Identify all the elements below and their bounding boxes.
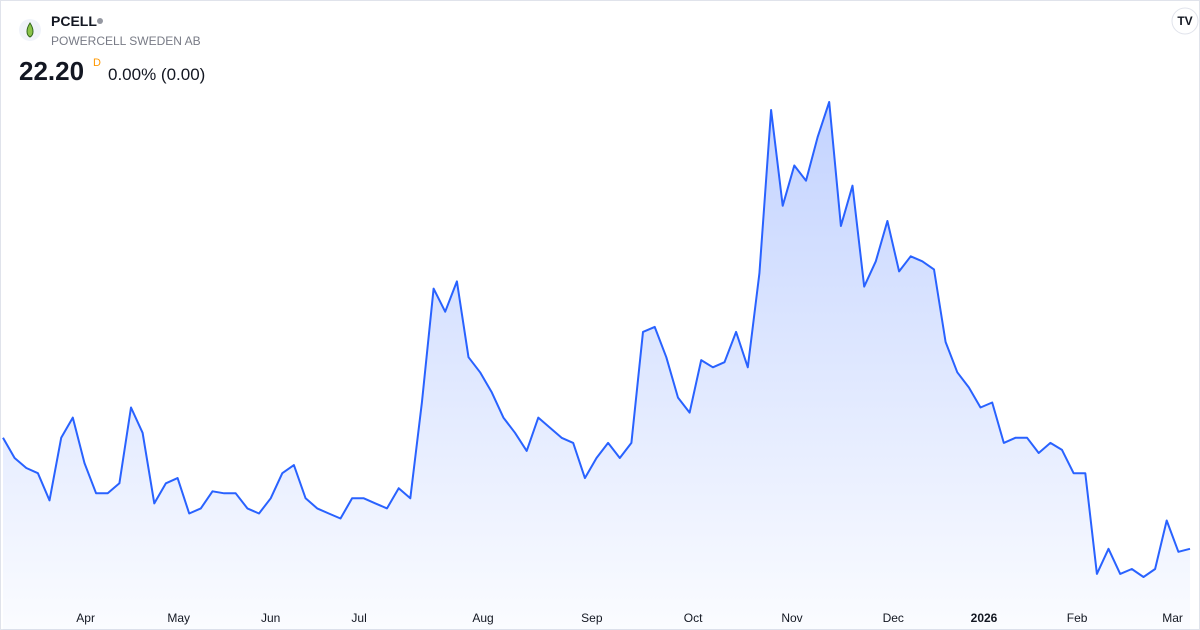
x-tick-label: Dec: [883, 611, 904, 625]
symbol: PCELL: [51, 13, 97, 29]
x-tick-label: Jun: [261, 611, 280, 625]
svg-text:TV: TV: [1177, 14, 1192, 28]
x-tick-label: Oct: [684, 611, 703, 625]
company-name: POWERCELL SWEDEN AB: [51, 34, 201, 48]
tv-logo: TV: [1171, 7, 1199, 35]
x-tick-label: May: [167, 611, 190, 625]
x-tick-label: Jul: [351, 611, 366, 625]
logo-leaf: [26, 22, 34, 38]
price: 22.20: [19, 56, 84, 86]
interval: D: [93, 57, 101, 69]
status-dot: [97, 18, 103, 24]
x-tick-label: Nov: [781, 611, 802, 625]
x-tick-label: Sep: [581, 611, 603, 625]
x-tick-label: Feb: [1067, 611, 1088, 625]
change: 0.00% (0.00): [108, 65, 205, 84]
area: [3, 102, 1190, 630]
x-tick-label: 2026: [971, 611, 998, 625]
x-tick-label: Mar: [1162, 611, 1183, 625]
price-line: [2, 101, 1191, 578]
x-tick-label: Apr: [76, 611, 95, 625]
x-tick-label: Aug: [472, 611, 493, 625]
